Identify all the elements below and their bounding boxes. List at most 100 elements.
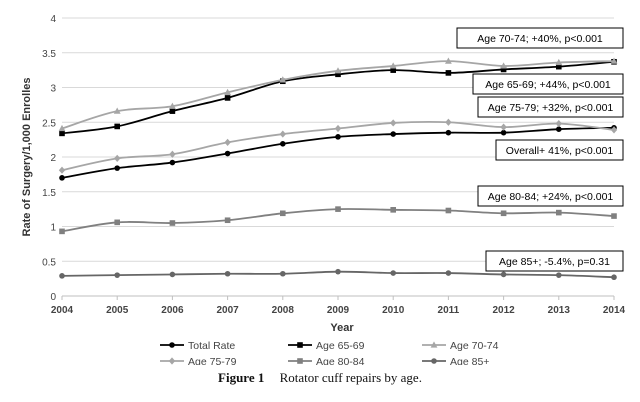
data-point [114, 123, 120, 130]
annotation-text: Age 80-84; +24%, p<0.001 [488, 191, 614, 203]
legend-item: Age 70-74 [422, 340, 499, 352]
legend-item: Age 85+ [422, 356, 489, 365]
data-point [169, 108, 176, 114]
data-point [169, 150, 176, 158]
data-point [500, 66, 507, 73]
legend-marker [297, 342, 303, 348]
legend-label: Age 75-79 [188, 356, 237, 365]
data-point [500, 123, 507, 131]
data-point [114, 154, 121, 162]
data-point [224, 270, 231, 277]
data-point [59, 228, 65, 235]
legend-marker [297, 358, 303, 364]
data-point [500, 129, 507, 136]
data-point [500, 210, 507, 217]
rotator-cuff-chart: 0 0.5 1 1.5 2 2.5 3 3.5 4 2004 2005 2006 2007 2008 200… [21, 14, 626, 365]
series-total-rate [59, 125, 617, 181]
data-point [390, 131, 397, 137]
data-point [224, 138, 231, 147]
legend-label: Total Rate [188, 340, 235, 352]
x-tick-label: 2008 [272, 305, 295, 316]
data-point [390, 207, 396, 213]
legend-marker [168, 357, 176, 365]
annotation-frame [456, 27, 624, 49]
data-point [556, 63, 562, 70]
figure-caption: Figure 1 Rotator cuff repairs by age. [0, 370, 640, 386]
axes [61, 295, 615, 300]
legend-marker [169, 342, 175, 348]
legend-item: Age 80-84 [288, 356, 365, 365]
data-point [556, 272, 562, 278]
data-point [279, 76, 287, 83]
series-age-80-84 [59, 206, 617, 235]
data-point [59, 130, 65, 137]
annotation-box: Age 85+; -5.4%, p=0.31 [485, 250, 624, 272]
data-point [58, 124, 66, 132]
data-point [113, 107, 121, 114]
data-point [610, 126, 618, 134]
data-point [224, 150, 231, 157]
x-tick-label: 2006 [161, 305, 184, 316]
data-point [334, 124, 342, 133]
data-point [390, 67, 396, 73]
annotation-text: Age 75-79; +32%, p<0.001 [488, 102, 614, 114]
data-point [445, 57, 452, 64]
annotation-frame [495, 139, 624, 161]
tick-labels: 0 0.5 1 1.5 2 2.5 3 3.5 4 2004 2005 2006 2007 2008 200… [42, 14, 625, 316]
y-tick-label: 0 [50, 292, 56, 303]
data-point [335, 134, 341, 140]
series-age-75-79 [58, 118, 618, 174]
data-point [279, 130, 286, 138]
series-age-70-74 [58, 57, 618, 132]
data-point [224, 95, 231, 101]
data-point [114, 272, 120, 278]
legend-item: Age 65-69 [288, 340, 365, 352]
annotation-text: Age 70-74; +40%, p<0.001 [477, 33, 603, 45]
x-tick-label: 2009 [327, 305, 350, 316]
data-point [445, 270, 452, 276]
data-point [556, 209, 562, 216]
series-lines [58, 57, 618, 281]
legend-label: Age 80-84 [316, 356, 365, 365]
data-point [280, 140, 286, 147]
x-tick-label: 2011 [438, 305, 460, 316]
data-point [280, 210, 286, 217]
annotation-frame [485, 250, 624, 272]
annotation-text: Overall+ 41%, p<0.001 [506, 145, 614, 157]
legend-label: Age 85+ [450, 356, 489, 365]
data-point [555, 120, 562, 128]
data-point [335, 268, 341, 275]
data-point [169, 220, 176, 226]
data-point [390, 270, 397, 276]
annotation-box: Age 80-84; +24%, p<0.001 [477, 185, 624, 207]
annotation-text: Age 85+; -5.4%, p=0.31 [499, 256, 610, 268]
figure-label: Figure 1 [218, 370, 265, 385]
figure-caption-text: Rotator cuff repairs by age. [279, 370, 422, 385]
legend-item: Age 75-79 [160, 356, 237, 365]
y-tick-label: 4 [50, 14, 56, 25]
y-tick-label: 1 [50, 223, 56, 234]
series-line [61, 208, 615, 233]
data-point [390, 119, 397, 127]
data-point [114, 219, 120, 226]
x-tick-label: 2004 [51, 305, 74, 316]
x-tick-label: 2012 [492, 305, 515, 316]
annotation-box: Age 70-74; +40%, p<0.001 [456, 27, 624, 49]
x-axis-label: Year [330, 322, 354, 334]
series-age-85- [59, 268, 617, 281]
x-tick-label: 2010 [382, 305, 405, 316]
y-tick-label: 1.5 [42, 188, 56, 199]
annotation-box: Overall+ 41%, p<0.001 [495, 139, 624, 161]
y-tick-label: 3 [50, 84, 56, 95]
annotation-frame [477, 96, 624, 118]
annotation-text: Age 65-69; +44%, p<0.001 [485, 79, 611, 91]
y-tick-label: 2.5 [42, 118, 56, 129]
data-point [445, 129, 452, 136]
y-axis-label: Rate of Surgery/1,000 Enrolles [21, 78, 33, 237]
data-point [280, 270, 286, 277]
legend: Total Rate Age 65-69 Age 70-74 Age 75-79 Age… [160, 340, 499, 365]
data-point [169, 102, 176, 109]
annotation-frame [472, 73, 624, 95]
data-point [59, 175, 65, 181]
data-point [335, 206, 341, 212]
